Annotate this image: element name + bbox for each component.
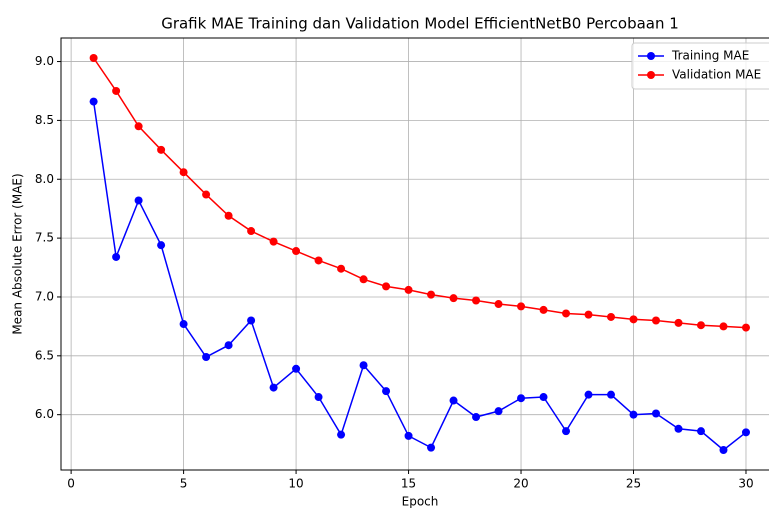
data-point	[629, 410, 638, 419]
data-point	[247, 227, 256, 236]
data-point	[696, 321, 705, 330]
data-point	[382, 282, 391, 291]
data-point	[741, 428, 750, 437]
data-point	[314, 393, 323, 402]
data-point	[427, 443, 436, 452]
y-tick-label: 8.5	[35, 113, 54, 127]
x-tick-label: 30	[738, 477, 753, 491]
data-point	[427, 290, 436, 299]
data-point	[539, 305, 548, 314]
data-point	[719, 445, 728, 454]
data-point	[89, 97, 98, 106]
y-axis-label: Mean Absolute Error (MAE)	[11, 173, 25, 334]
y-tick-label: 6.0	[35, 407, 54, 421]
data-point	[494, 407, 503, 416]
data-point	[584, 310, 593, 319]
data-point	[607, 390, 616, 399]
data-point	[112, 86, 121, 95]
data-point	[607, 312, 616, 321]
data-point	[292, 364, 301, 373]
data-point	[472, 296, 481, 305]
data-point	[202, 190, 211, 199]
data-point	[134, 196, 143, 205]
plot-area	[89, 54, 750, 454]
x-tick-label: 15	[401, 477, 416, 491]
data-point	[652, 316, 661, 325]
data-point	[517, 394, 526, 403]
legend-label: Training MAE	[671, 49, 749, 63]
data-point	[202, 352, 211, 361]
chart-title: Grafik MAE Training dan Validation Model…	[161, 15, 679, 33]
y-tick-label: 7.0	[35, 289, 54, 303]
data-point	[652, 409, 661, 418]
data-point	[157, 241, 166, 250]
data-point	[224, 341, 233, 350]
data-point	[269, 237, 278, 246]
data-point	[359, 361, 368, 370]
data-point	[404, 285, 413, 294]
legend-marker	[647, 52, 655, 60]
data-point	[134, 122, 143, 131]
grid-layer	[61, 38, 769, 470]
data-point	[247, 316, 256, 325]
legend-box	[631, 42, 769, 90]
data-point	[674, 424, 683, 433]
axes-frame	[60, 37, 769, 471]
data-point	[719, 322, 728, 331]
y-tick-label: 9.0	[35, 54, 54, 68]
data-point	[337, 264, 346, 273]
legend-label: Validation MAE	[672, 68, 761, 82]
data-point	[359, 275, 368, 284]
x-axis-label: Epoch	[402, 495, 439, 509]
series-line	[92, 57, 747, 329]
y-tick-label: 7.5	[35, 231, 54, 245]
data-point	[562, 427, 571, 436]
data-point	[224, 211, 233, 220]
x-tick-label: 5	[180, 477, 188, 491]
x-tick-label: 0	[67, 477, 75, 491]
data-point	[629, 315, 638, 324]
data-point	[449, 294, 458, 303]
x-tick-label: 20	[513, 477, 528, 491]
data-point	[494, 300, 503, 309]
series-line	[92, 101, 747, 451]
axes: 0 5 10 15 20 25 30 6.0 6.5 7.0 7.5 8.0 8.5 9.0	[35, 37, 769, 491]
data-point	[404, 431, 413, 440]
data-point	[292, 247, 301, 256]
data-point	[382, 387, 391, 396]
data-point	[562, 309, 571, 318]
legend-marker	[647, 71, 655, 79]
y-tick-label: 6.5	[35, 348, 54, 362]
data-point	[517, 302, 526, 311]
data-point	[472, 413, 481, 422]
data-point	[179, 168, 188, 177]
data-point	[89, 54, 98, 63]
data-point	[157, 145, 166, 154]
data-point	[269, 383, 278, 392]
data-point	[696, 427, 705, 436]
data-point	[337, 430, 346, 439]
data-point	[449, 396, 458, 405]
data-point	[674, 318, 683, 327]
data-point	[314, 256, 323, 265]
legend: Training MAE Validation MAE	[631, 42, 769, 90]
x-tick-label: 10	[288, 477, 303, 491]
x-tick-label: 25	[626, 477, 641, 491]
data-point	[539, 393, 548, 402]
data-point	[112, 252, 121, 261]
data-point	[179, 320, 188, 329]
y-tick-label: 8.0	[35, 172, 54, 186]
data-point	[741, 323, 750, 332]
data-point	[584, 390, 593, 399]
